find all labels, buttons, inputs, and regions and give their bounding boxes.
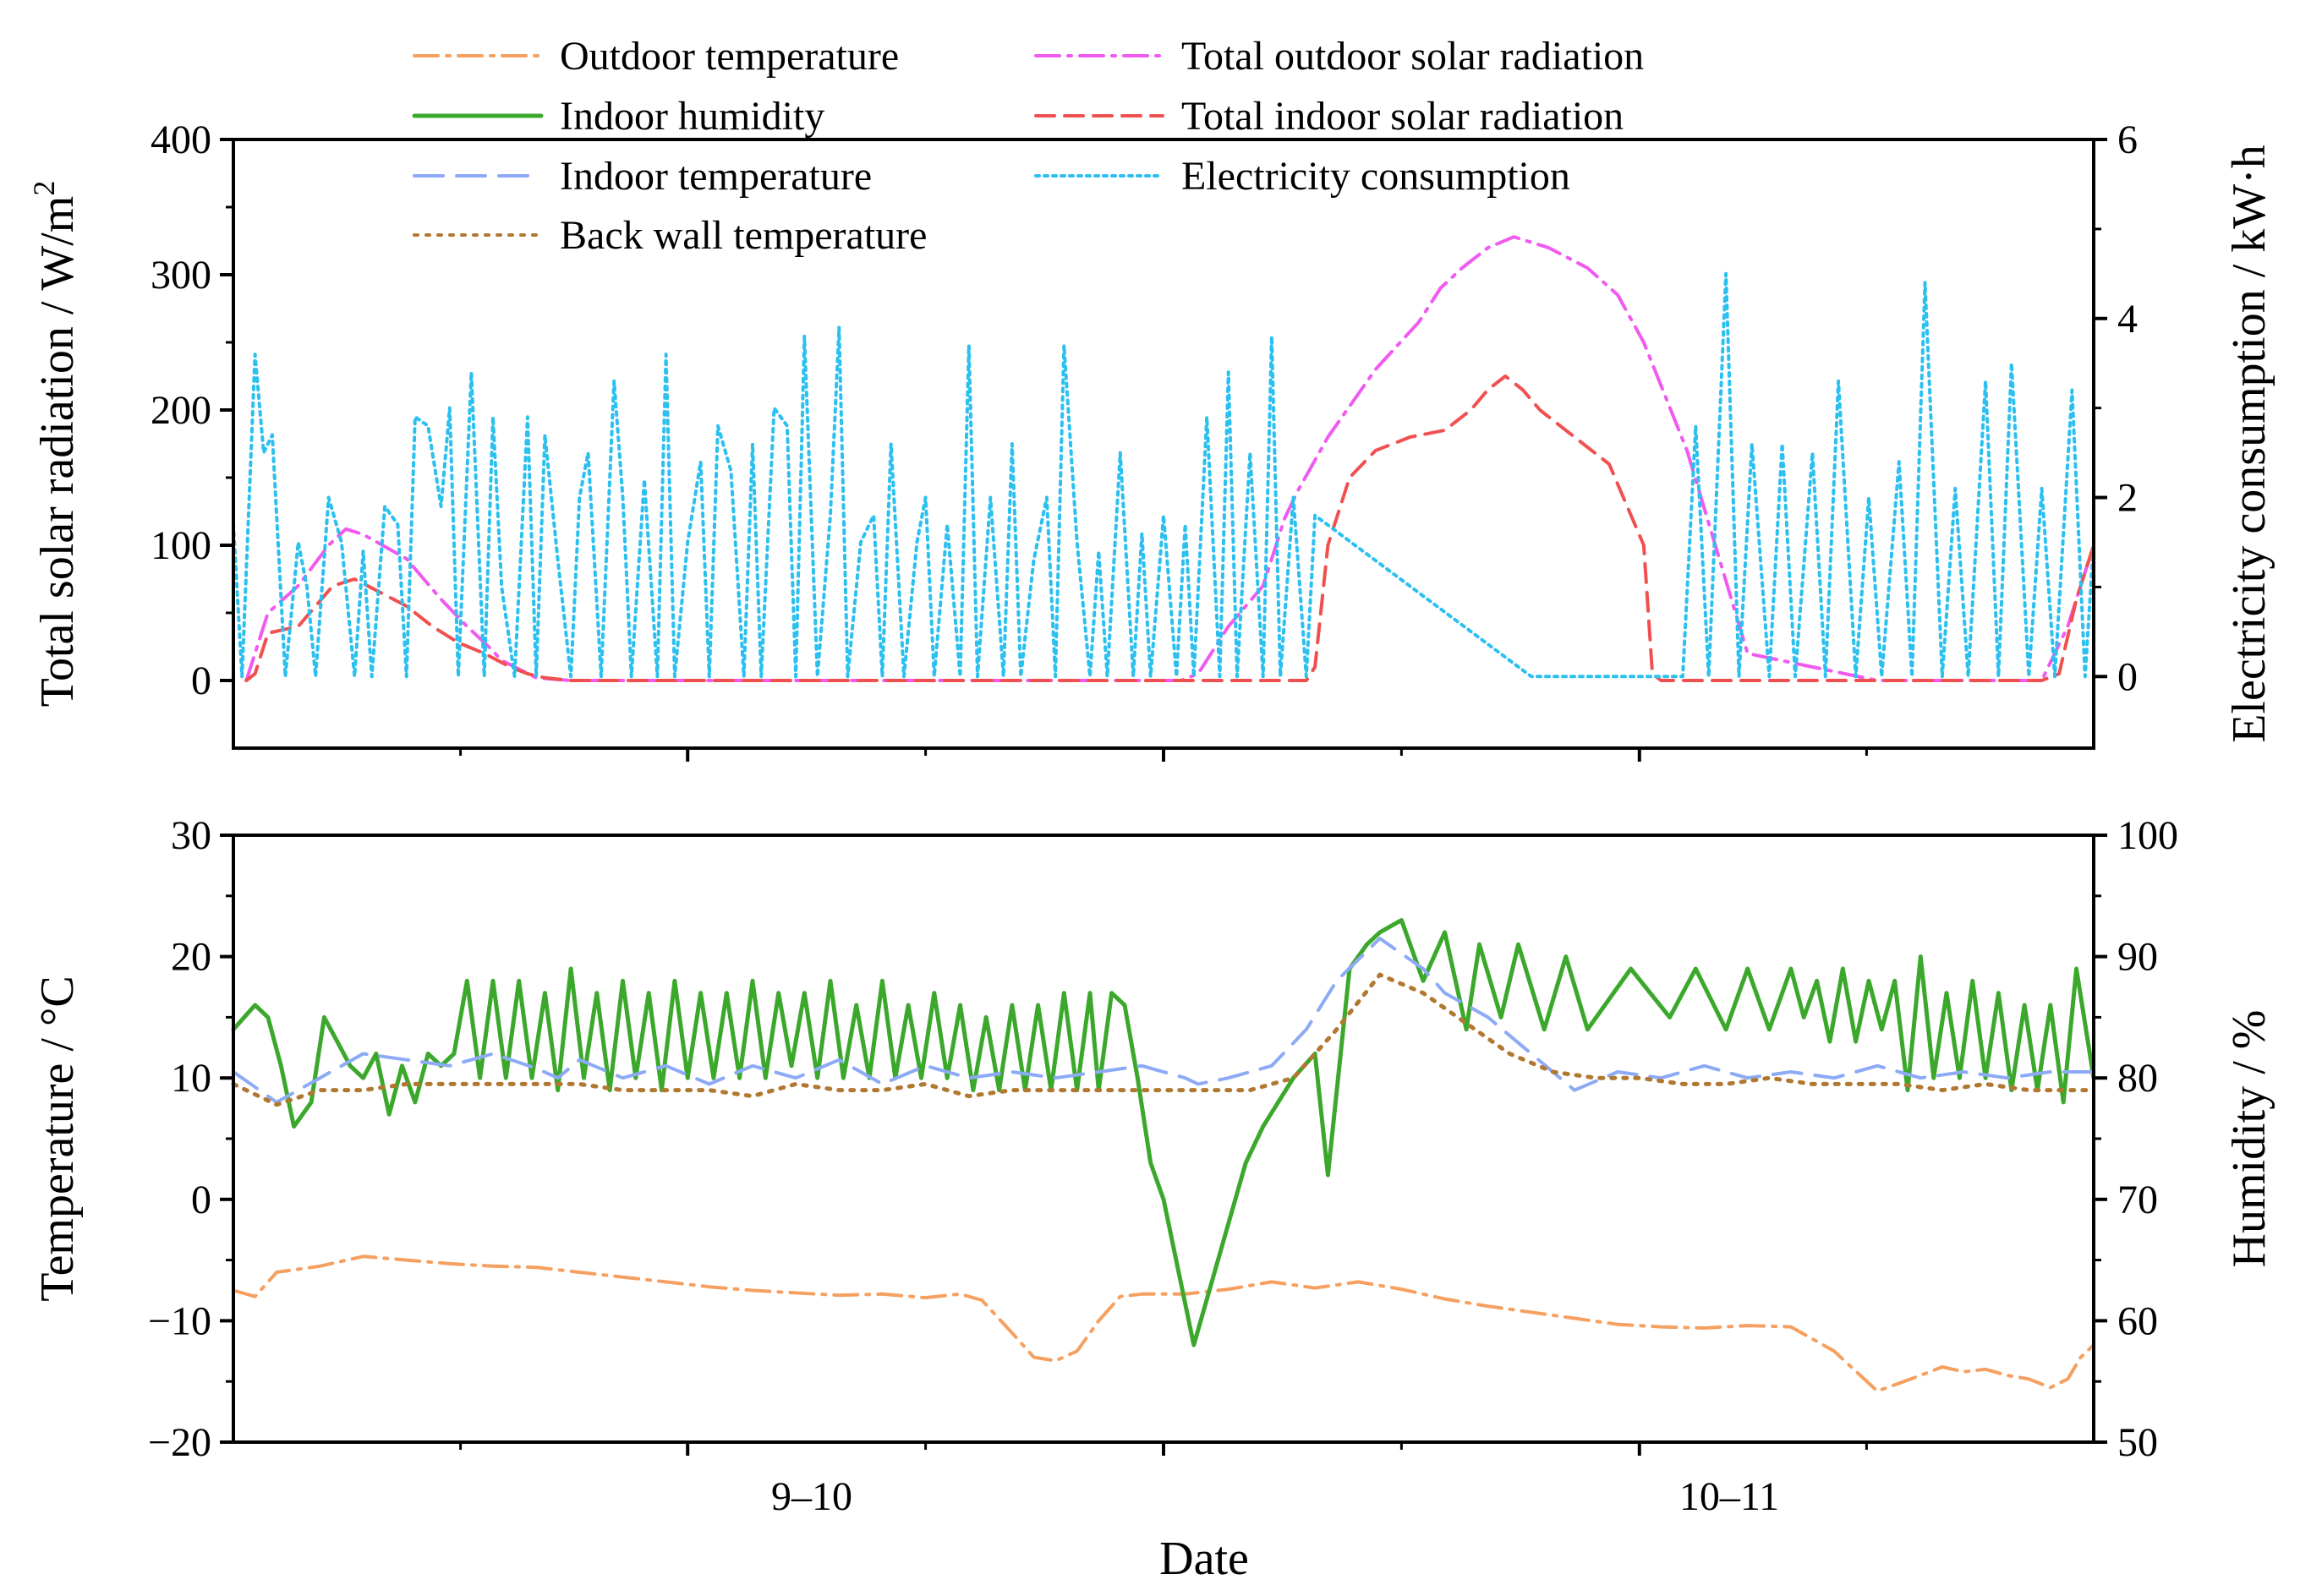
bottom-right-axis-title: Humidity / % <box>2223 1010 2275 1268</box>
bottom-right-tick-label: 80 <box>2117 1056 2158 1101</box>
top-left-tick-label: 200 <box>151 388 211 433</box>
bottom-series-outdoor-temperature <box>232 1254 2095 1393</box>
legend: Outdoor temperature Indoor humidity Indoor… <box>412 34 1644 258</box>
top-right-tick-label: 2 <box>2117 476 2138 521</box>
top-series-total-outdoor-solar-radiation <box>244 235 2095 682</box>
top-left-tick-label: 400 <box>151 118 211 162</box>
legend-label: Total indoor solar radiation <box>1181 94 1624 139</box>
bottom-panel: −20 −10 0 10 20 30 50 60 70 80 90 100 Temperature … <box>31 813 2275 1465</box>
bottom-left-tick-label: 10 <box>171 1056 211 1101</box>
bottom-right-tick-label: 100 <box>2117 813 2178 858</box>
x-tick-label-9-10: 9–10 <box>771 1474 852 1519</box>
top-right-tick-label: 0 <box>2117 654 2138 699</box>
x-tick-labels: 9–10 10–11 <box>771 1474 1779 1519</box>
bottom-left-tick-label: 30 <box>171 813 211 858</box>
bottom-plot-frame <box>232 834 2095 1444</box>
top-left-axis-title: Total solar radiation / W/m2 <box>27 181 84 708</box>
x-tick-label-10-11: 10–11 <box>1679 1474 1779 1519</box>
top-right-axis-title: Electricity consumption / kW·h <box>2223 145 2275 743</box>
top-left-tick-label: 300 <box>151 253 211 298</box>
top-gridless-plot <box>232 235 2095 682</box>
legend-label: Electricity consumption <box>1181 154 1570 199</box>
legend-label: Indoor humidity <box>560 94 824 139</box>
bottom-right-tick-label: 50 <box>2117 1420 2158 1465</box>
bottom-series-indoor-temperature <box>232 937 2095 1104</box>
top-right-tick-label: 4 <box>2117 297 2138 342</box>
top-left-ticks: 0 100 200 300 400 <box>151 118 233 703</box>
bottom-series-indoor-humidity <box>231 918 2096 1347</box>
top-right-ticks: 0 2 4 6 <box>2094 118 2138 699</box>
bottom-left-tick-label: 0 <box>191 1178 211 1222</box>
top-left-axis-title-main: Total solar radiation / W/m <box>31 196 84 708</box>
bottom-right-tick-label: 90 <box>2117 935 2158 980</box>
bottom-right-tick-label: 70 <box>2117 1178 2158 1222</box>
bottom-left-axis-title: Temperature / °C <box>31 976 84 1301</box>
top-left-axis-title-sup: 2 <box>27 181 61 196</box>
top-left-tick-label: 100 <box>151 523 211 568</box>
top-series-electricity-consumption <box>232 271 2095 679</box>
top-panel: 0 100 200 300 400 0 2 4 6 Total solar radiation… <box>27 118 2275 762</box>
legend-label: Indoor temperature <box>560 154 872 199</box>
bottom-right-ticks: 50 60 70 80 90 100 <box>2094 813 2178 1465</box>
top-left-tick-label: 0 <box>191 659 211 703</box>
legend-label: Back wall temperature <box>560 213 927 258</box>
top-x-ticks <box>459 748 1868 762</box>
bottom-series-back-wall-temperature <box>231 972 2096 1107</box>
bottom-right-tick-label: 60 <box>2117 1298 2158 1343</box>
x-axis-title: Date <box>1159 1533 1249 1585</box>
bottom-plot <box>231 918 2096 1393</box>
legend-label: Total outdoor solar radiation <box>1181 34 1644 79</box>
top-right-tick-label: 6 <box>2117 118 2138 162</box>
bottom-left-tick-label: −10 <box>148 1298 211 1343</box>
bottom-left-tick-label: 20 <box>171 935 211 980</box>
bottom-x-ticks <box>459 1442 1868 1456</box>
bottom-left-ticks: −20 −10 0 10 20 30 <box>148 813 233 1465</box>
bottom-left-tick-label: −20 <box>148 1420 211 1465</box>
legend-label: Outdoor temperature <box>560 34 899 79</box>
